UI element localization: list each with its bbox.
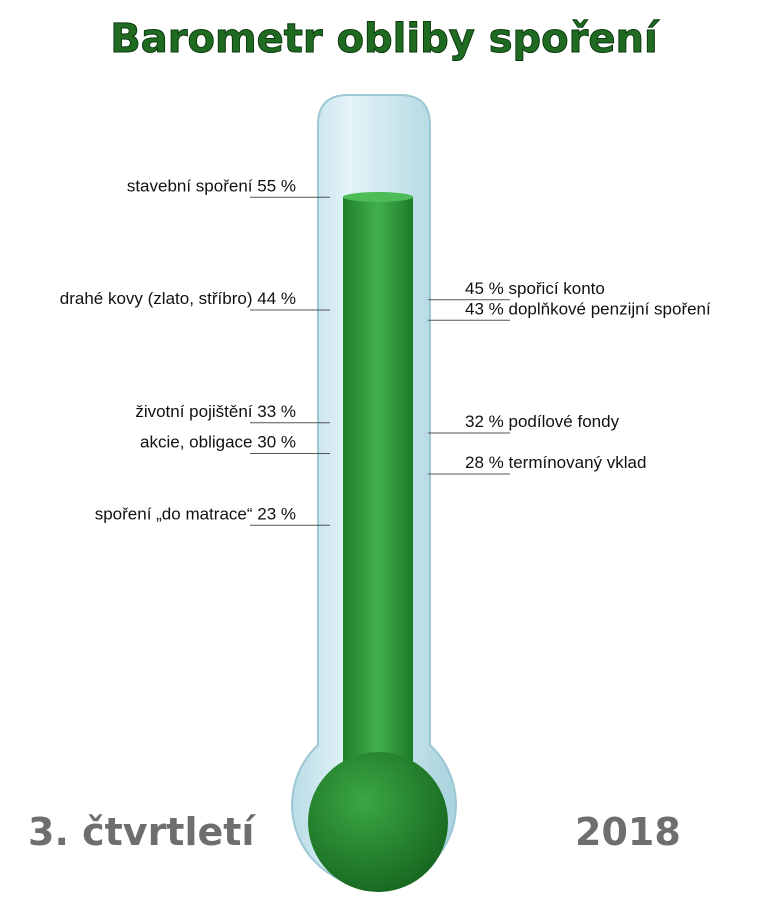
category-label: životní pojištění [135,402,252,421]
category-label: podílové fondy [508,412,619,431]
level-label: 43 % doplňkové penzijní spoření [465,299,711,318]
bulb [308,752,448,892]
value-label: 55 % [257,176,296,195]
footer-left: 3. čtvrtletí [28,810,256,854]
value-label: 44 % [257,289,296,308]
level-label: drahé kovy (zlato, stříbro) 44 % [60,289,296,308]
level-label: spoření „do matrace“ 23 % [95,504,296,523]
category-label: doplňkové penzijní spoření [508,299,711,318]
level-label: 45 % spořicí konto [465,279,605,298]
level-label: stavební spoření 55 % [127,176,296,195]
level-label: 32 % podílové fondy [465,412,620,431]
fluid-top [343,192,413,202]
level-label: 28 % termínovaný vklad [465,453,646,472]
category-label: spoření „do matrace“ [95,504,253,523]
category-label: termínovaný vklad [508,453,646,472]
thermometer [291,94,457,892]
value-label: 45 % [465,279,504,298]
value-label: 43 % [465,299,504,318]
value-label: 30 % [257,433,296,452]
value-label: 32 % [465,412,504,431]
fluid-column [343,197,413,777]
chart-title: Barometr obliby spoření [110,16,660,62]
level-label: životní pojištění 33 % [135,402,296,421]
value-label: 33 % [257,402,296,421]
category-label: stavební spoření [127,176,253,195]
value-label: 23 % [257,504,296,523]
footer-right: 2018 [575,810,681,854]
category-label: spořicí konto [508,279,604,298]
category-label: akcie, obligace [140,433,252,452]
category-label: drahé kovy (zlato, stříbro) [60,289,253,308]
value-label: 28 % [465,453,504,472]
level-label: akcie, obligace 30 % [140,433,296,452]
